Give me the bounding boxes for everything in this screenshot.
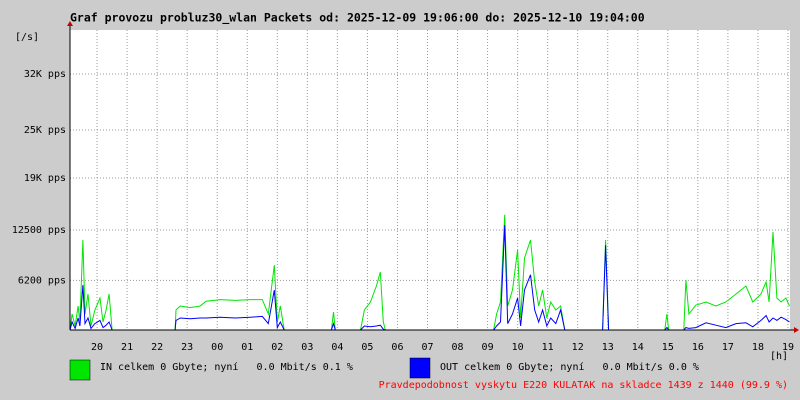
x-tick-label: 13 xyxy=(602,342,614,353)
x-tick-label: 11 xyxy=(542,342,554,353)
x-tick-label: 01 xyxy=(241,342,253,353)
x-tick-label: 14 xyxy=(632,342,644,353)
x-axis-label: [h] xyxy=(770,351,788,362)
y-tick-label: 12500 pps xyxy=(12,225,66,236)
x-arrow xyxy=(794,327,799,333)
series-line xyxy=(69,225,790,331)
x-tick-label: 09 xyxy=(482,342,494,353)
grid xyxy=(70,30,790,330)
x-tick-label: 23 xyxy=(181,342,193,353)
x-tick-label: 02 xyxy=(271,342,283,353)
legend-label: OUT celkem 0 Gbyte; nyní 0.0 Mbit/s 0.0 … xyxy=(440,361,699,373)
legend-label: IN celkem 0 Gbyte; nyní 0.0 Mbit/s 0.1 % xyxy=(100,361,353,373)
y-tick-label: 19K pps xyxy=(24,173,66,184)
x-tick-label: 04 xyxy=(331,342,343,353)
x-tick-label: 17 xyxy=(722,342,734,353)
lines xyxy=(69,214,790,331)
x-tick-label: 19 xyxy=(782,342,794,353)
note: Pravdepodobnost vyskytu E220 KULATAK na … xyxy=(379,380,788,391)
y-tick-label: 32K pps xyxy=(24,69,66,80)
plot-area xyxy=(70,30,790,330)
x-tick-label: 12 xyxy=(572,342,584,353)
x-tick-label: 21 xyxy=(121,342,133,353)
x-tick-label: 00 xyxy=(211,342,223,353)
x-tick-label: 03 xyxy=(301,342,313,353)
series-line xyxy=(69,214,790,331)
chart-title: Graf provozu probluz30_wlan Packets od: … xyxy=(70,11,645,26)
y-tick-label: 25K pps xyxy=(24,125,66,136)
x-tick-label: 07 xyxy=(421,342,433,353)
x-tick-label: 10 xyxy=(512,342,524,353)
x-tick-label: 18 xyxy=(752,342,764,353)
x-tick-label: 06 xyxy=(391,342,403,353)
legend-swatch xyxy=(69,359,91,381)
y-unit: [/s] xyxy=(15,32,39,43)
x-tick-label: 16 xyxy=(692,342,704,353)
x-tick-label: 15 xyxy=(662,342,674,353)
x-tick-label: 05 xyxy=(361,342,373,353)
y-tick-label: 6200 pps xyxy=(18,275,66,286)
x-tick-label: 20 xyxy=(91,342,103,353)
x-tick-label: 22 xyxy=(151,342,163,353)
legend-swatch xyxy=(409,357,431,379)
x-tick-label: 08 xyxy=(452,342,464,353)
y-arrow xyxy=(67,21,73,26)
